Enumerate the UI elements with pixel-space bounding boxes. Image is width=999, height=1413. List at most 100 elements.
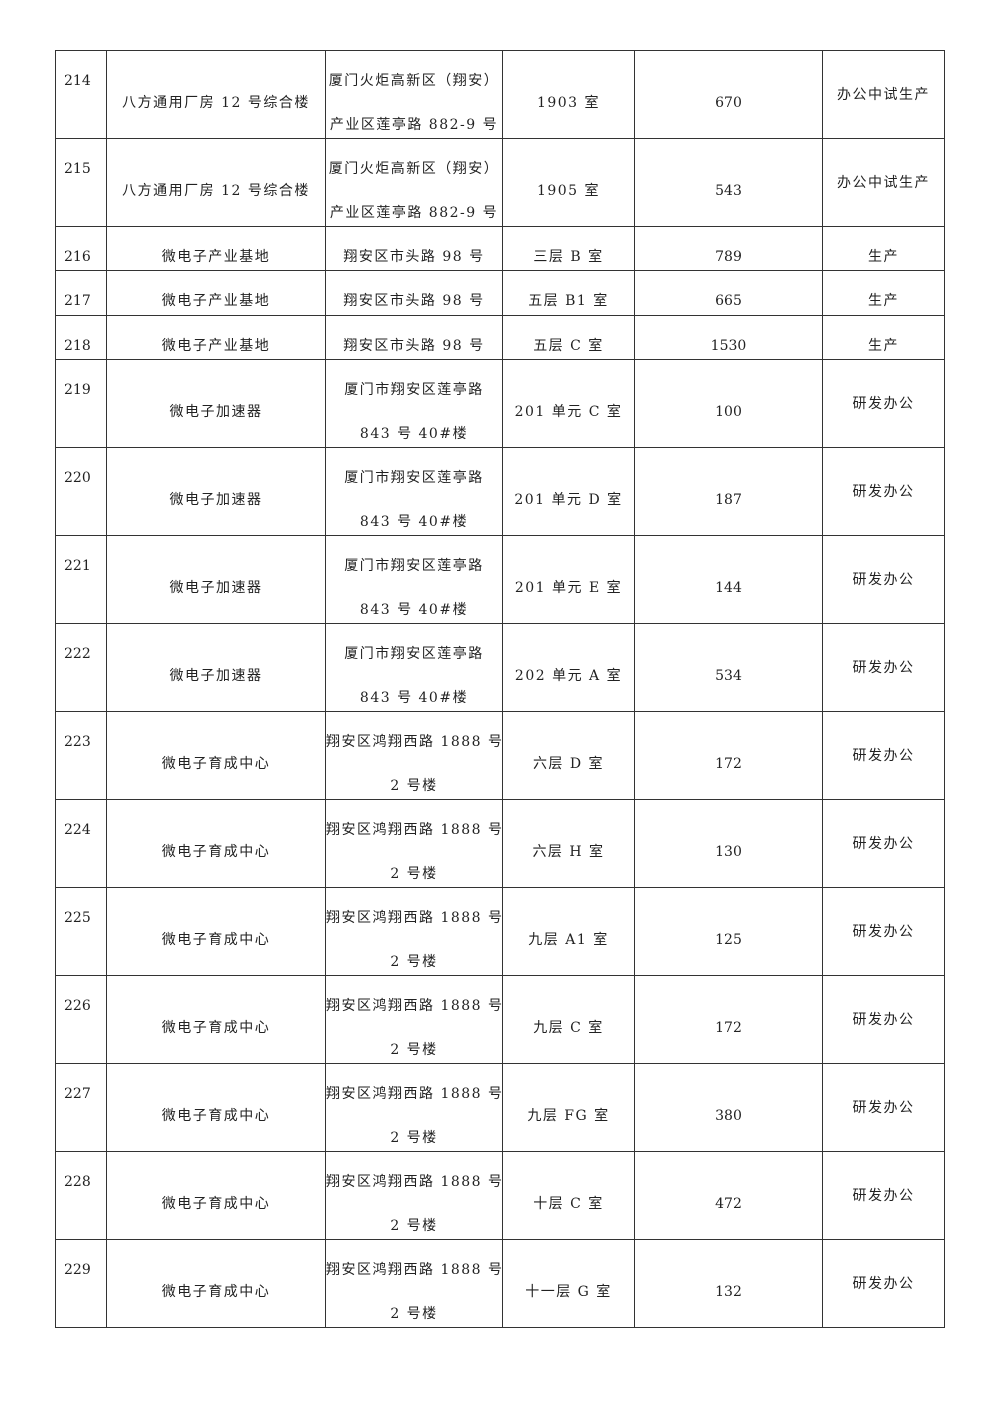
- usage-cell: 研发办公: [823, 447, 945, 536]
- room-number-cell: 十层 C 室: [503, 1151, 635, 1240]
- address-line: 产业区莲亭路 882-9 号: [329, 117, 499, 133]
- table-row: 226 微电子育成中心 翔安区鸿翔西路 1888 号 2 号楼 九层 C 室 172 研发办…: [56, 975, 945, 1064]
- room-number-cell: 三层 B 室: [503, 227, 635, 272]
- building-name-cell: 微电子育成中心: [107, 1239, 326, 1328]
- building-name-cell: 微电子加速器: [107, 623, 326, 712]
- building-name-cell: 微电子加速器: [107, 535, 326, 624]
- address-cell: 翔安区鸿翔西路 1888 号 2 号楼: [326, 1151, 503, 1240]
- area-value-cell: 665: [635, 271, 823, 316]
- room-number-cell: 五层 C 室: [503, 315, 635, 360]
- table-row: 225 微电子育成中心 翔安区鸿翔西路 1888 号 2 号楼 九层 A1 室 125 研发…: [56, 887, 945, 976]
- row-number-cell: 217: [56, 271, 107, 316]
- address-cell: 翔安区鸿翔西路 1888 号 2 号楼: [326, 887, 503, 976]
- row-number-cell: 216: [56, 227, 107, 272]
- address-cell: 厦门市翔安区莲亭路 843 号 40#楼: [326, 447, 503, 536]
- area-value-cell: 125: [635, 887, 823, 976]
- address-line: 843 号 40#楼: [359, 425, 469, 442]
- address-line: 翔安区鸿翔西路 1888 号: [326, 909, 503, 926]
- room-number-cell: 201 单元 D 室: [503, 447, 635, 536]
- row-number-cell: 228: [56, 1151, 107, 1240]
- table-row: 219 微电子加速器 厦门市翔安区莲亭路 843 号 40#楼 201 单元 C 室 10…: [56, 359, 945, 448]
- room-number-cell: 九层 A1 室: [503, 887, 635, 976]
- property-table: 214 八方通用厂房 12 号综合楼 厦门火炬高新区（翔安） 产业区莲亭路 882-9…: [55, 50, 945, 1328]
- address-cell: 翔安区鸿翔西路 1888 号 2 号楼: [326, 1063, 503, 1152]
- address-line: 翔安区鸿翔西路 1888 号: [326, 821, 503, 838]
- table-row: 223 微电子育成中心 翔安区鸿翔西路 1888 号 2 号楼 六层 D 室 172 研发办…: [56, 711, 945, 800]
- row-number-cell: 222: [56, 623, 107, 712]
- building-name-cell: 微电子育成中心: [107, 711, 326, 800]
- building-name-cell: 微电子育成中心: [107, 799, 326, 888]
- address-line: 2 号楼: [390, 953, 438, 970]
- building-name-cell: 八方通用厂房 12 号综合楼: [107, 139, 326, 227]
- address-line: 翔安区鸿翔西路 1888 号: [326, 997, 503, 1014]
- address-line: 2 号楼: [390, 1217, 438, 1234]
- address-line: 2 号楼: [390, 1129, 438, 1146]
- address-cell: 厦门火炬高新区（翔安） 产业区莲亭路 882-9 号: [326, 139, 503, 227]
- usage-cell: 研发办公: [823, 1063, 945, 1152]
- area-value-cell: 472: [635, 1151, 823, 1240]
- usage-cell: 生产: [823, 315, 945, 360]
- table-row: 229 微电子育成中心 翔安区鸿翔西路 1888 号 2 号楼 十一层 G 室 132 研发…: [56, 1239, 945, 1328]
- row-number-cell: 224: [56, 799, 107, 888]
- usage-cell: 办公中试生产: [823, 139, 945, 227]
- table-row: 217 微电子产业基地 翔安区市头路 98 号 五层 B1 室 665 生产: [56, 271, 945, 316]
- address-line: 2 号楼: [390, 1305, 438, 1322]
- usage-cell: 研发办公: [823, 623, 945, 712]
- usage-cell: 研发办公: [823, 887, 945, 976]
- address-line: 翔安区鸿翔西路 1888 号: [326, 1173, 503, 1190]
- usage-cell: 研发办公: [823, 1239, 945, 1328]
- room-number-cell: 六层 D 室: [503, 711, 635, 800]
- usage-cell: 办公中试生产: [823, 51, 945, 139]
- room-number-cell: 九层 FG 室: [503, 1063, 635, 1152]
- room-number-cell: 九层 C 室: [503, 975, 635, 1064]
- area-value-cell: 543: [635, 139, 823, 227]
- address-line: 翔安区鸿翔西路 1888 号: [326, 1085, 503, 1102]
- building-name-cell: 微电子育成中心: [107, 1063, 326, 1152]
- address-cell: 厦门市翔安区莲亭路 843 号 40#楼: [326, 623, 503, 712]
- area-value-cell: 144: [635, 535, 823, 624]
- address-line: 厦门市翔安区莲亭路: [344, 645, 484, 662]
- row-number-cell: 229: [56, 1239, 107, 1328]
- table-row: 220 微电子加速器 厦门市翔安区莲亭路 843 号 40#楼 201 单元 D 室 18…: [56, 447, 945, 536]
- address-line: 翔安区市头路 98 号: [343, 293, 485, 310]
- row-number-cell: 225: [56, 887, 107, 976]
- room-number-cell: 五层 B1 室: [503, 271, 635, 316]
- address-cell: 翔安区鸿翔西路 1888 号 2 号楼: [326, 1239, 503, 1328]
- usage-cell: 研发办公: [823, 975, 945, 1064]
- address-line: 厦门市翔安区莲亭路: [344, 557, 484, 574]
- table-row: 228 微电子育成中心 翔安区鸿翔西路 1888 号 2 号楼 十层 C 室 472 研发办…: [56, 1151, 945, 1240]
- table-row: 214 八方通用厂房 12 号综合楼 厦门火炬高新区（翔安） 产业区莲亭路 882-9…: [56, 51, 945, 139]
- address-line: 厦门火炬高新区（翔安）: [328, 73, 500, 89]
- table-row: 227 微电子育成中心 翔安区鸿翔西路 1888 号 2 号楼 九层 FG 室 380 研发…: [56, 1063, 945, 1152]
- room-number-cell: 201 单元 C 室: [503, 359, 635, 448]
- area-value-cell: 100: [635, 359, 823, 448]
- table-row: 216 微电子产业基地 翔安区市头路 98 号 三层 B 室 789 生产: [56, 227, 945, 272]
- building-name-cell: 微电子育成中心: [107, 887, 326, 976]
- address-line: 843 号 40#楼: [359, 513, 469, 530]
- room-number-cell: 十一层 G 室: [503, 1239, 635, 1328]
- address-cell: 翔安区鸿翔西路 1888 号 2 号楼: [326, 799, 503, 888]
- usage-cell: 研发办公: [823, 711, 945, 800]
- building-name-cell: 微电子育成中心: [107, 975, 326, 1064]
- address-cell: 翔安区鸿翔西路 1888 号 2 号楼: [326, 711, 503, 800]
- table-row: 221 微电子加速器 厦门市翔安区莲亭路 843 号 40#楼 201 单元 E 室 14…: [56, 535, 945, 624]
- address-line: 翔安区鸿翔西路 1888 号: [326, 1261, 503, 1278]
- row-number-cell: 223: [56, 711, 107, 800]
- usage-cell: 研发办公: [823, 799, 945, 888]
- address-cell: 厦门市翔安区莲亭路 843 号 40#楼: [326, 359, 503, 448]
- area-value-cell: 670: [635, 51, 823, 139]
- address-cell: 翔安区市头路 98 号: [326, 271, 503, 316]
- row-number-cell: 215: [56, 139, 107, 227]
- usage-cell: 生产: [823, 227, 945, 272]
- address-line: 产业区莲亭路 882-9 号: [329, 205, 499, 221]
- building-name-cell: 微电子育成中心: [107, 1151, 326, 1240]
- building-name-cell: 微电子产业基地: [107, 315, 326, 360]
- usage-cell: 研发办公: [823, 359, 945, 448]
- building-name-cell: 八方通用厂房 12 号综合楼: [107, 51, 326, 139]
- address-cell: 翔安区鸿翔西路 1888 号 2 号楼: [326, 975, 503, 1064]
- area-value-cell: 187: [635, 447, 823, 536]
- row-number-cell: 221: [56, 535, 107, 624]
- address-cell: 厦门火炬高新区（翔安） 产业区莲亭路 882-9 号: [326, 51, 503, 139]
- room-number-cell: 1905 室: [503, 139, 635, 227]
- address-line: 翔安区市头路 98 号: [343, 249, 485, 265]
